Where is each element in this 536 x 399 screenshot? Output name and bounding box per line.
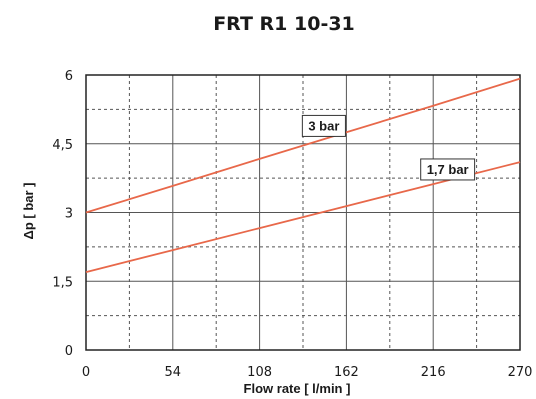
chart-title: FRT R1 10-31 (213, 13, 355, 35)
y-tick-label: 6 (65, 69, 73, 84)
x-tick-label: 270 (508, 365, 533, 380)
series-label-1: 3 bar (308, 118, 339, 133)
x-tick-label: 162 (334, 365, 359, 380)
y-tick-label: 3 (65, 207, 73, 222)
y-tick-label: 4,5 (52, 138, 73, 153)
series-labels: 3 bar 1,7 bar (301, 114, 476, 181)
x-tick-label: 216 (421, 365, 446, 380)
y-tick-label: 1,5 (52, 275, 73, 290)
series-label-box-2 (420, 158, 476, 181)
y-tick-labels: 0 1,5 3 4,5 6 (52, 69, 73, 359)
series-line-1 (85, 77, 521, 214)
y-tick-label: 0 (65, 344, 73, 359)
x-tick-label: 0 (82, 365, 90, 380)
series-label-2: 1,7 bar (427, 162, 469, 177)
x-tick-label: 54 (165, 365, 182, 380)
x-tick-label: 108 (247, 365, 272, 380)
series-label-box-1 (301, 114, 346, 137)
x-tick-labels: 0 54 108 162 216 270 (82, 365, 533, 380)
y-axis-label: Δp [ bar ] (21, 182, 36, 239)
x-axis-label: Flow rate [ l/min ] (244, 381, 351, 396)
